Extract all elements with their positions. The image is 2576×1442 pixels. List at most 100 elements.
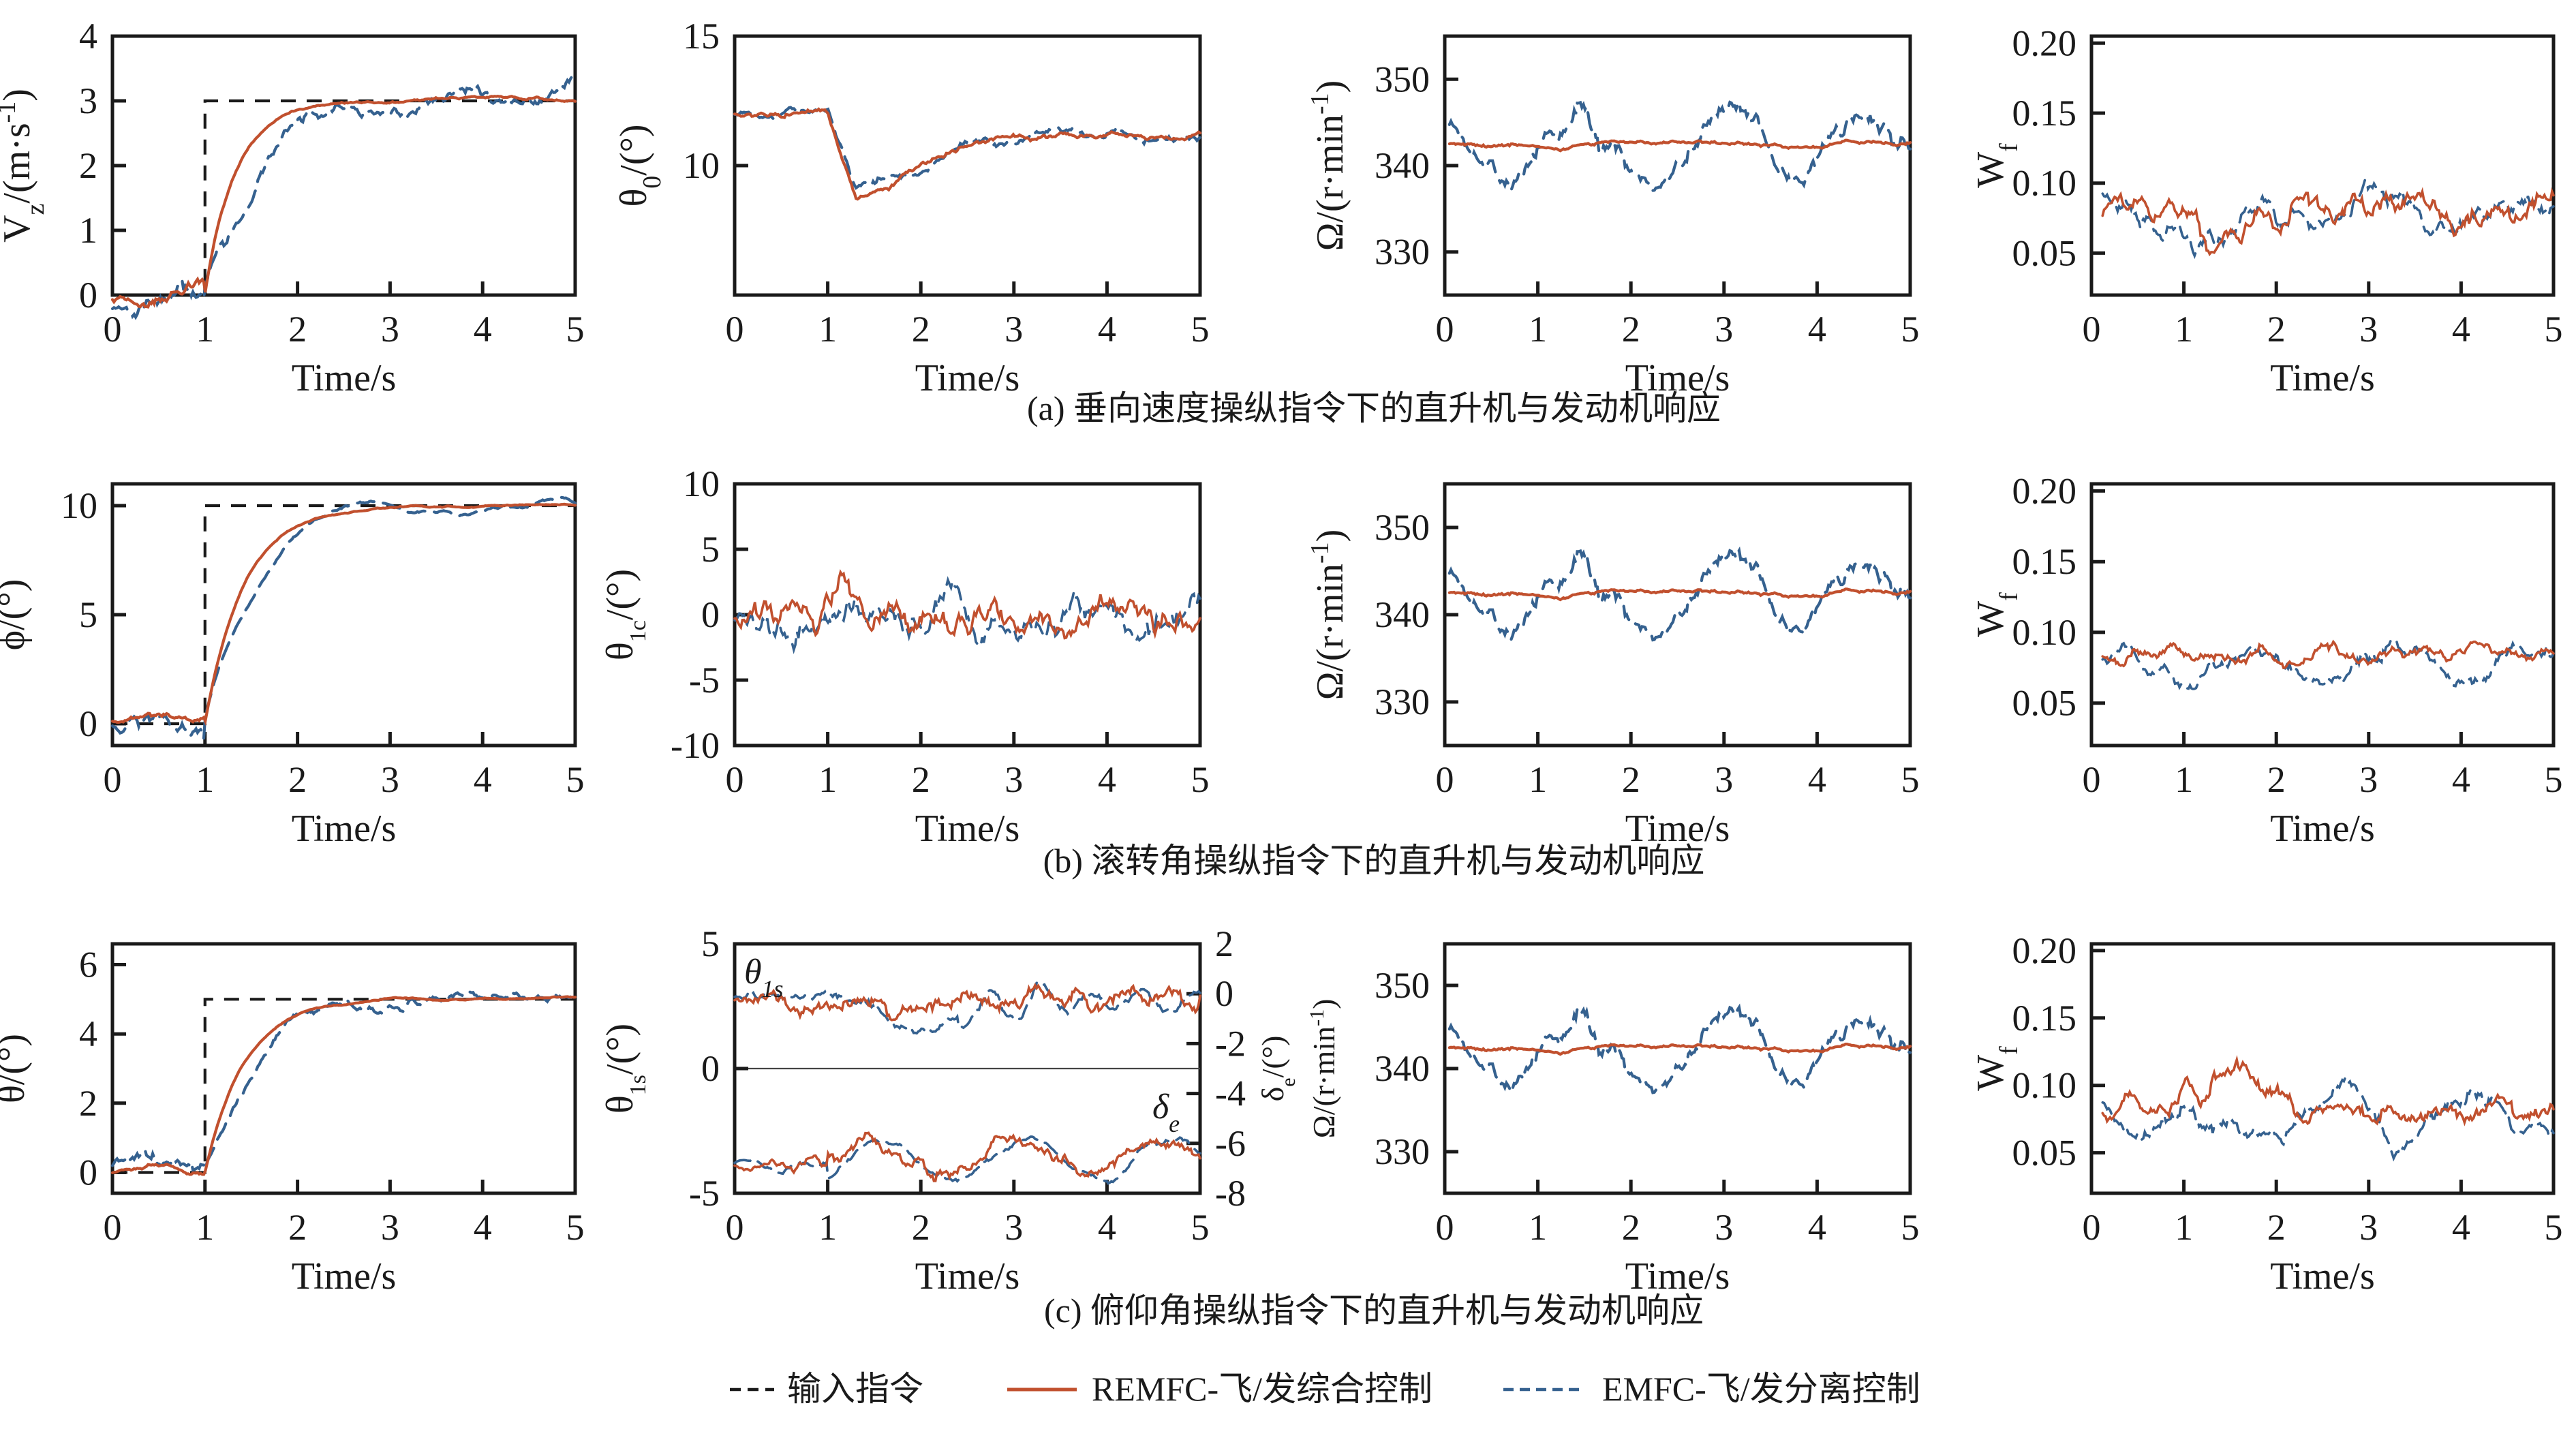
svg-text:330: 330 (1375, 681, 1430, 722)
svg-text:4: 4 (1808, 309, 1826, 350)
svg-text:2: 2 (1215, 923, 1233, 964)
svg-text:0.20: 0.20 (2012, 470, 2077, 511)
svg-text:10: 10 (683, 463, 720, 504)
svg-text:4: 4 (474, 309, 492, 350)
svg-text:3: 3 (1715, 759, 1733, 800)
svg-text:Time/s: Time/s (2270, 808, 2375, 850)
svg-text:330: 330 (1375, 232, 1430, 273)
svg-text:5: 5 (566, 309, 585, 350)
svg-text:0: 0 (79, 275, 97, 316)
svg-text:340: 340 (1375, 594, 1430, 635)
svg-text:ϕ/(°): ϕ/(°) (0, 579, 33, 651)
svg-text:-4: -4 (1215, 1073, 1246, 1114)
svg-text:-5: -5 (689, 1173, 720, 1214)
svg-text:0.20: 0.20 (2012, 930, 2077, 971)
svg-text:0: 0 (104, 1207, 122, 1248)
svg-text:3: 3 (1005, 759, 1023, 800)
svg-text:4: 4 (1098, 309, 1116, 350)
svg-text:3: 3 (1715, 309, 1733, 350)
svg-text:5: 5 (2545, 1207, 2563, 1248)
svg-text:5: 5 (79, 594, 97, 635)
svg-text:0.15: 0.15 (2012, 541, 2077, 582)
svg-text:5: 5 (1191, 759, 1210, 800)
svg-text:0: 0 (701, 594, 720, 635)
svg-text:0: 0 (79, 1152, 97, 1193)
svg-text:5: 5 (1901, 1207, 1920, 1248)
svg-text:1: 1 (818, 759, 837, 800)
svg-text:Time/s: Time/s (292, 808, 397, 850)
svg-text:4: 4 (1098, 759, 1116, 800)
svg-text:3: 3 (2359, 1207, 2378, 1248)
svg-text:0.10: 0.10 (2012, 163, 2077, 204)
svg-text:0.05: 0.05 (2012, 1133, 2077, 1173)
svg-text:Time/s: Time/s (292, 357, 397, 399)
svg-text:0: 0 (104, 309, 122, 350)
svg-text:1: 1 (2175, 309, 2193, 350)
svg-text:-6: -6 (1215, 1123, 1246, 1164)
svg-text:15: 15 (683, 16, 720, 57)
svg-text:4: 4 (474, 1207, 492, 1248)
svg-text:0.10: 0.10 (2012, 1065, 2077, 1106)
svg-text:3: 3 (381, 309, 399, 350)
svg-text:350: 350 (1375, 965, 1430, 1006)
svg-text:0: 0 (726, 309, 744, 350)
svg-text:5: 5 (1901, 759, 1920, 800)
svg-text:4: 4 (1098, 1207, 1116, 1248)
svg-text:4: 4 (474, 759, 492, 800)
svg-text:-2: -2 (1215, 1023, 1246, 1064)
svg-text:3: 3 (381, 1207, 399, 1248)
svg-text:3: 3 (381, 759, 399, 800)
svg-text:0: 0 (2083, 309, 2101, 350)
svg-text:3: 3 (1715, 1207, 1733, 1248)
svg-text:2: 2 (1622, 759, 1640, 800)
svg-text:330: 330 (1375, 1131, 1430, 1172)
svg-text:2: 2 (288, 1207, 307, 1248)
svg-text:5: 5 (2545, 309, 2563, 350)
svg-text:0: 0 (726, 759, 744, 800)
svg-text:(c) 俯仰角操纵指令下的直升机与发动机响应: (c) 俯仰角操纵指令下的直升机与发动机响应 (1044, 1291, 1704, 1330)
svg-text:5: 5 (1901, 309, 1920, 350)
svg-text:4: 4 (79, 1013, 97, 1054)
svg-text:0: 0 (1215, 973, 1233, 1014)
svg-text:0: 0 (1436, 759, 1454, 800)
svg-text:1: 1 (1529, 759, 1547, 800)
svg-text:2: 2 (912, 1207, 930, 1248)
svg-text:0.15: 0.15 (2012, 998, 2077, 1039)
svg-text:4: 4 (2452, 309, 2470, 350)
svg-text:5: 5 (701, 529, 720, 570)
svg-text:0.05: 0.05 (2012, 232, 2077, 273)
svg-text:0: 0 (2083, 759, 2101, 800)
svg-text:5: 5 (566, 759, 585, 800)
svg-text:2: 2 (2267, 309, 2286, 350)
svg-text:Time/s: Time/s (2270, 357, 2375, 399)
svg-text:5: 5 (2545, 759, 2563, 800)
svg-text:4: 4 (1808, 1207, 1826, 1248)
svg-text:1: 1 (818, 1207, 837, 1248)
svg-text:0: 0 (726, 1207, 744, 1248)
svg-text:3: 3 (1005, 1207, 1023, 1248)
svg-text:2: 2 (1622, 1207, 1640, 1248)
svg-text:2: 2 (79, 145, 97, 186)
svg-text:0.10: 0.10 (2012, 612, 2077, 653)
svg-text:350: 350 (1375, 59, 1430, 99)
svg-text:1: 1 (2175, 1207, 2193, 1248)
svg-text:5: 5 (1191, 1207, 1210, 1248)
svg-text:0.05: 0.05 (2012, 683, 2077, 724)
svg-text:2: 2 (79, 1083, 97, 1124)
svg-text:0: 0 (79, 703, 97, 744)
svg-text:5: 5 (701, 923, 720, 964)
svg-text:2: 2 (288, 759, 307, 800)
svg-text:0: 0 (104, 759, 122, 800)
svg-text:1: 1 (196, 759, 214, 800)
svg-text:(b) 滚转角操纵指令下的直升机与发动机响应: (b) 滚转角操纵指令下的直升机与发动机响应 (1043, 842, 1705, 880)
svg-text:2: 2 (2267, 1207, 2286, 1248)
svg-text:4: 4 (79, 16, 97, 57)
svg-text:0: 0 (1436, 309, 1454, 350)
svg-text:Time/s: Time/s (915, 1255, 1020, 1298)
svg-text:1: 1 (1529, 309, 1547, 350)
svg-text:1: 1 (196, 309, 214, 350)
svg-text:4: 4 (2452, 759, 2470, 800)
svg-text:1: 1 (196, 1207, 214, 1248)
svg-text:3: 3 (2359, 309, 2378, 350)
svg-text:-10: -10 (671, 725, 720, 766)
